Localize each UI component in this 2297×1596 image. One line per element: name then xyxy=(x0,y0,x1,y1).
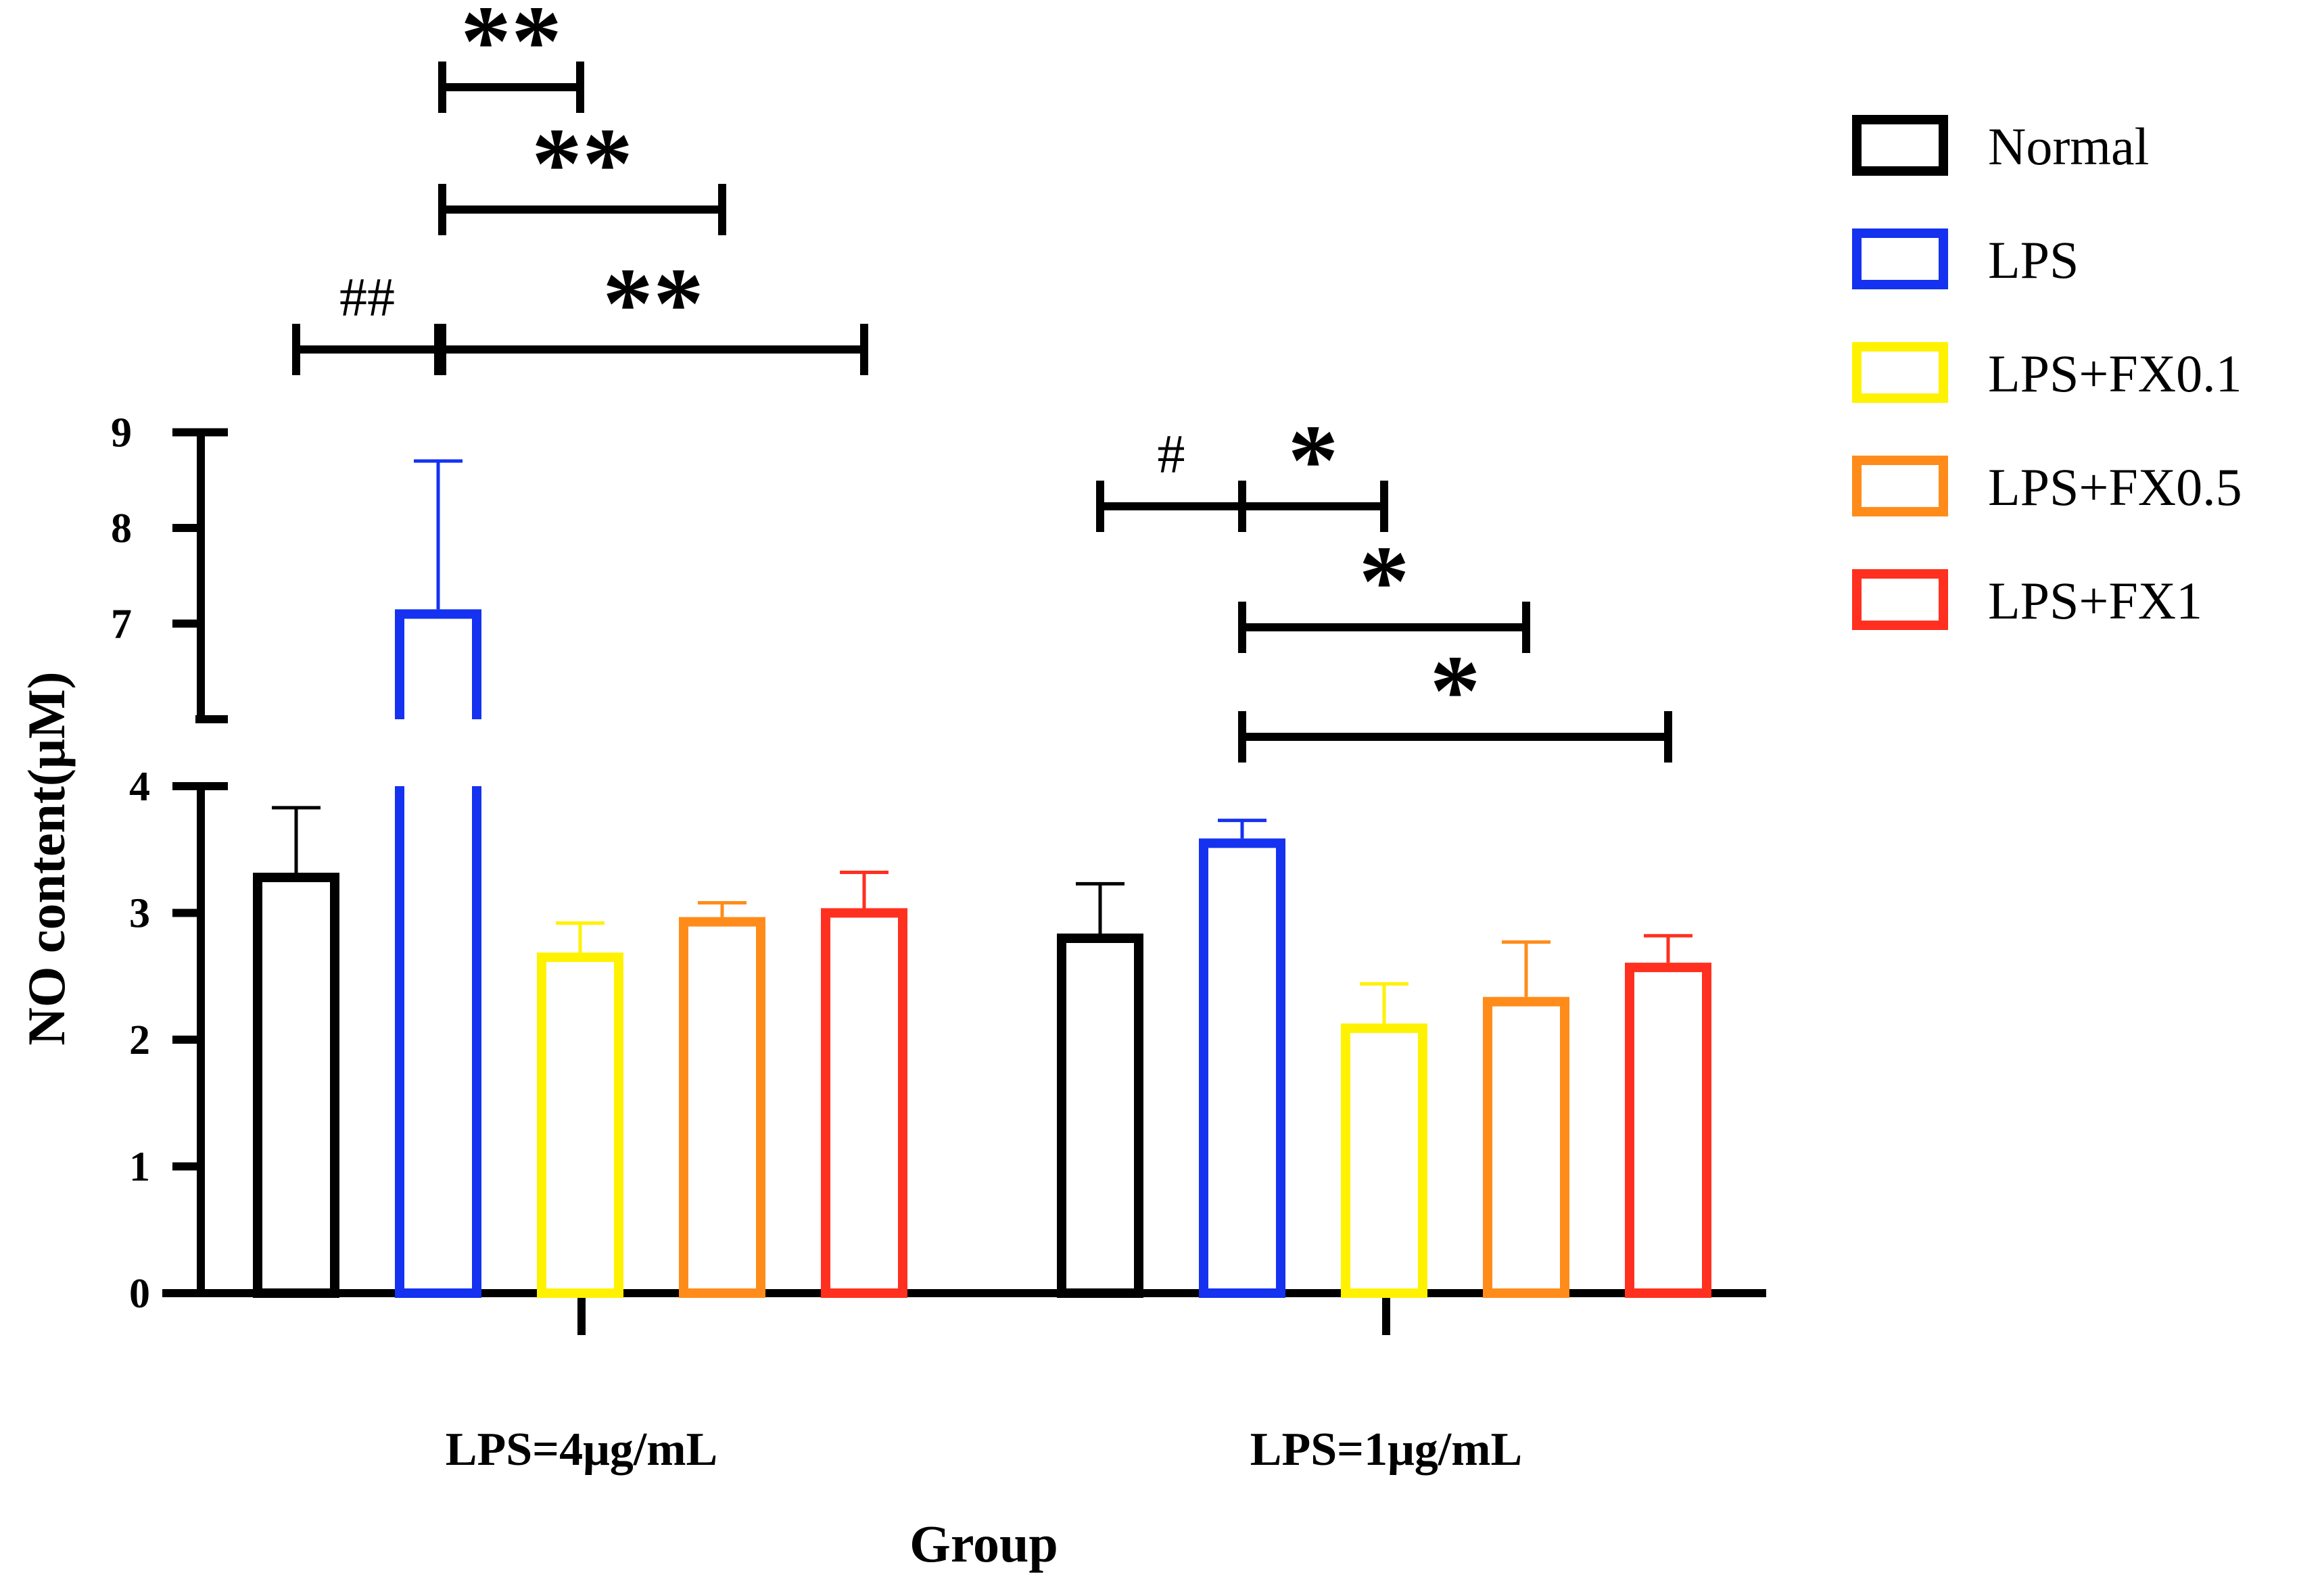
significance-label: ** xyxy=(531,107,633,220)
y-tick-label: 9 xyxy=(111,410,132,456)
y-tick-label: 2 xyxy=(129,1017,150,1063)
bar-lps-fx0-5 xyxy=(1483,996,1569,1298)
bar-lps-fx1 xyxy=(1625,963,1711,1298)
legend-swatch-lps-fx1 xyxy=(1852,569,1948,630)
significance-label: * xyxy=(1359,525,1410,637)
significance-label: ## xyxy=(339,266,395,328)
bar-normal xyxy=(1057,934,1143,1298)
significance-label: ** xyxy=(460,0,562,97)
legend-layer: Normal LPS LPS+FX0.1 LPS+FX0.5 LPS+FX1 xyxy=(1852,115,2242,630)
bar-lps-fx0-5 xyxy=(679,917,765,1298)
bar-normal xyxy=(253,873,339,1298)
legend-swatch-normal xyxy=(1852,115,1948,176)
legend-label: Normal xyxy=(1988,117,2149,176)
y-tick-label: 3 xyxy=(129,891,150,937)
x-category-label: LPS=4μg/mL xyxy=(446,1424,717,1476)
x-axis-title: Group xyxy=(909,1514,1058,1573)
y-axis-title: NO content(μM) xyxy=(17,671,76,1045)
significance-label: * xyxy=(1288,404,1339,516)
bars-layer xyxy=(253,459,1711,1298)
y-tick-label: 7 xyxy=(111,602,132,648)
x-category-label: LPS=1μg/mL xyxy=(1250,1424,1522,1476)
y-tick-label: 4 xyxy=(129,764,150,810)
bar-lps-fx0-1 xyxy=(537,952,623,1298)
significance-label: ** xyxy=(602,247,704,360)
legend-swatch-lps-fx0-5 xyxy=(1852,456,1948,516)
significance-label: # xyxy=(1158,423,1185,485)
bar-lps-upper xyxy=(395,609,481,719)
bar-lps xyxy=(1199,838,1285,1298)
y-tick-label: 1 xyxy=(129,1144,150,1190)
bar-lps-fx0-1 xyxy=(1341,1023,1427,1298)
bar-lps-fx1 xyxy=(821,908,907,1298)
legend-swatch-lps-fx0-1 xyxy=(1852,342,1948,403)
legend-swatch-lps xyxy=(1852,228,1948,289)
significance-layer: ## ******# *** xyxy=(292,0,1672,763)
legend-label: LPS+FX0.1 xyxy=(1988,344,2242,403)
significance-label: * xyxy=(1430,635,1481,747)
legend-label: LPS+FX0.5 xyxy=(1988,458,2242,516)
legend-label: LPS+FX1 xyxy=(1988,571,2202,630)
y-tick-label: 0 xyxy=(129,1271,150,1317)
y-tick-label: 8 xyxy=(111,506,132,552)
bar-lps-lower xyxy=(395,786,481,1298)
legend-label: LPS xyxy=(1988,231,2079,289)
